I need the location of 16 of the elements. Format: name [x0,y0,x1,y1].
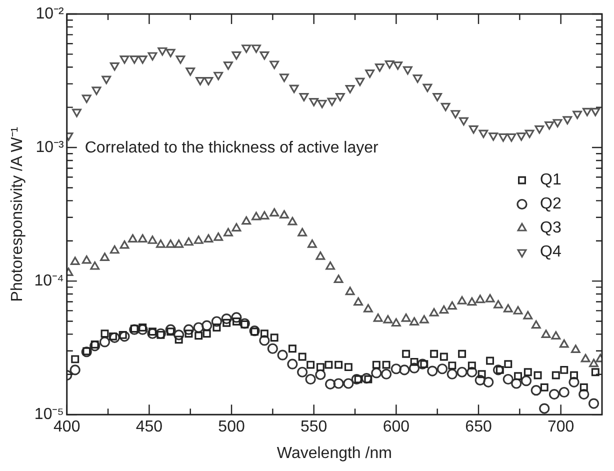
x-tick-label: 500 [218,418,245,436]
y-tick-label: 10⁻² [36,5,65,22]
y-tick-label: 10⁻⁴ [34,272,64,290]
legend-label: Q2 [540,196,562,213]
x-tick-label: 600 [382,418,410,436]
x-axis-title: Wavelength /nm [276,444,392,462]
y-tick-label: 10⁻³ [36,138,65,156]
annotation: Correlated to the thickness of active layer [84,140,380,157]
x-tick-label: 700 [547,418,574,436]
y-axis-title: Photoresponsivity /A W⁻¹ [9,126,26,302]
legend-label: Q4 [540,244,562,261]
legend-label: Q3 [540,220,562,237]
x-tick-label: 450 [136,418,163,436]
x-tick-label: 550 [300,418,328,436]
x-tick-label: 650 [465,418,492,436]
legend-label: Q1 [540,172,562,189]
